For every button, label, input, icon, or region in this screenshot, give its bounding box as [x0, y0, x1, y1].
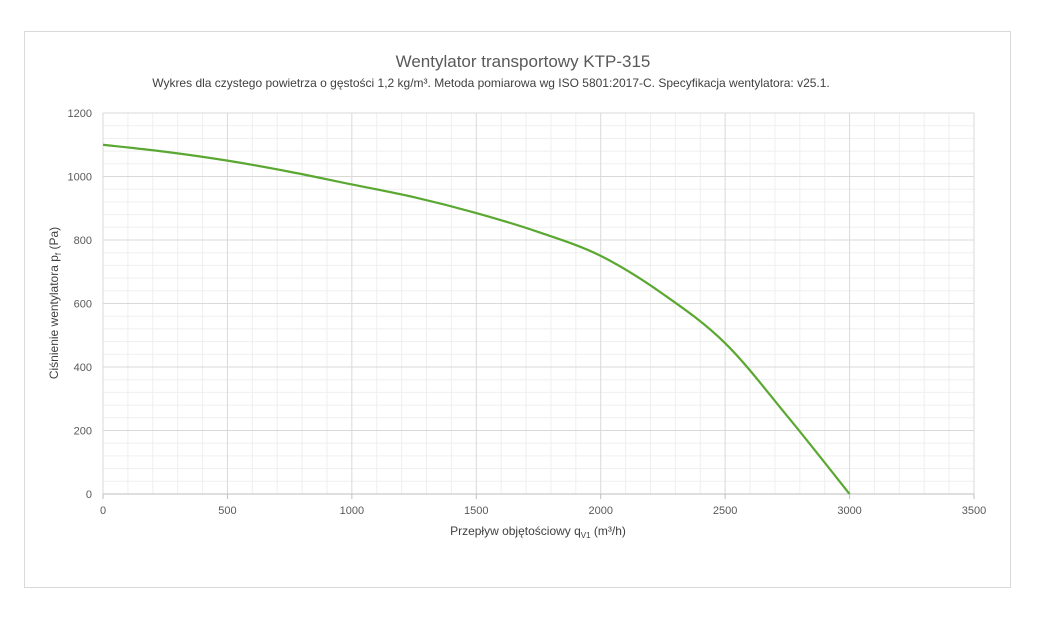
- y-tick-label: 800: [74, 235, 92, 247]
- tick-labels: 0 500 1000 1500 2000 2500 3000 3500 0 200 400 600 80…: [68, 108, 987, 517]
- series-line: [102, 143, 851, 495]
- y-tick-label: 1200: [68, 108, 92, 120]
- x-axis-label: Przepływ objętościowy qV1 (m³/h): [450, 524, 626, 540]
- chart-title: Wentylator transportowy KTP-315: [395, 52, 651, 71]
- axes: [102, 493, 975, 499]
- y-tick-label: 0: [86, 489, 92, 501]
- major-gridlines: [102, 112, 975, 495]
- chart-subtitle: Wykres dla czystego powietrza o gęstości…: [152, 76, 830, 90]
- x-tick-label: 2500: [713, 505, 737, 517]
- x-tick-label: 2000: [588, 505, 612, 517]
- y-tick-label: 400: [74, 362, 92, 374]
- y-tick-label: 200: [74, 426, 92, 438]
- y-tick-label: 1000: [68, 172, 92, 184]
- x-tick-label: 0: [100, 505, 106, 517]
- x-tick-label: 1500: [464, 505, 488, 517]
- x-tick-label: 500: [218, 505, 236, 517]
- y-tick-label: 600: [74, 299, 92, 311]
- y-axis-label: Ciśnienie wentylatora pf (Pa): [47, 227, 63, 379]
- series-layer: [102, 143, 851, 495]
- x-tick-label: 1000: [340, 505, 364, 517]
- x-tick-label: 3500: [962, 505, 986, 517]
- x-tick-label: 3000: [837, 505, 861, 517]
- chart-frame: [24, 31, 1011, 588]
